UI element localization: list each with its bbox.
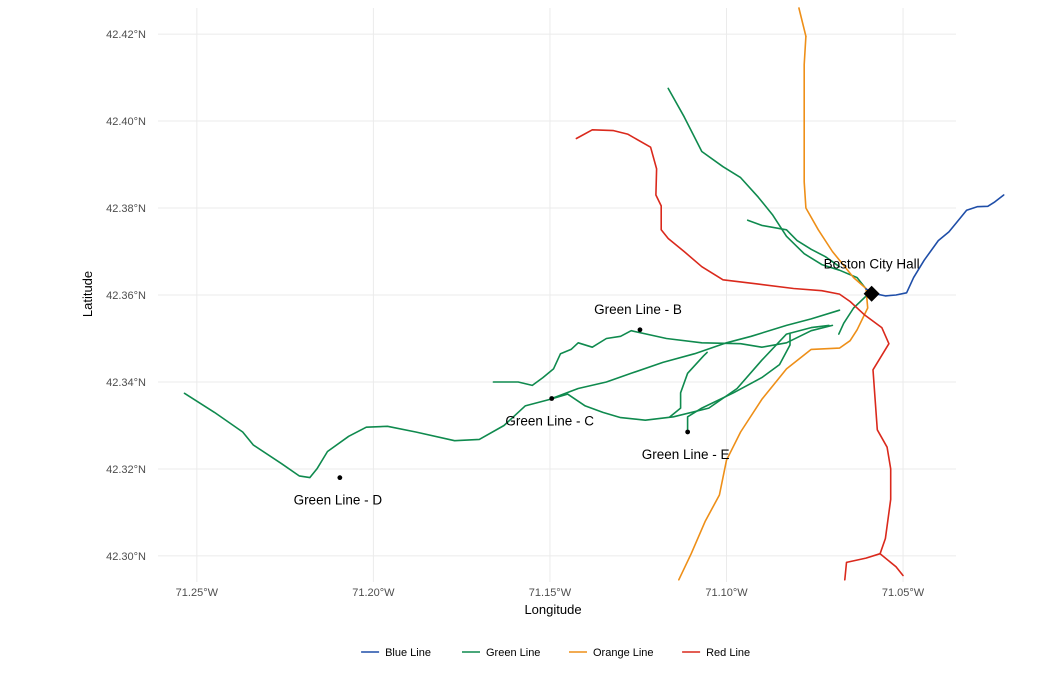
- red-line-route-2: [879, 552, 904, 577]
- green-line-e-point: [685, 429, 691, 435]
- blue-line-route-1: [865, 194, 1005, 297]
- city-hall-diamond-marker: [863, 285, 880, 302]
- green-line-c-label: Green Line - C: [505, 413, 594, 428]
- green-line-route-3: [550, 309, 841, 400]
- green-line-route-1: [183, 324, 830, 479]
- legend-item-red-line: Red Line: [682, 647, 750, 659]
- green-line-route-4: [686, 333, 791, 433]
- orange-line-route-1: [798, 7, 807, 38]
- x-tick-label: 71.05°W: [882, 587, 925, 599]
- legend-label-blue-line: Blue Line: [385, 647, 431, 659]
- x-tick-label: 71.10°W: [705, 587, 748, 599]
- x-tick-label: 71.15°W: [529, 587, 572, 599]
- y-tick-label: 42.34°N: [106, 377, 146, 389]
- green-line-route-8: [746, 219, 841, 268]
- city-hall-label: Boston City Hall: [824, 257, 920, 272]
- x-tick-label: 71.25°W: [176, 587, 219, 599]
- legend-item-blue-line: Blue Line: [361, 647, 431, 659]
- tick-label-layer: 71.25°W 71.20°W 71.15°W 71.10°W 71.05°W 42.30…: [106, 29, 925, 599]
- green-line-c-point: [549, 396, 555, 401]
- y-tick-label: 42.40°N: [106, 116, 146, 128]
- green-line-d-label: Green Line - D: [294, 493, 383, 508]
- green-line-d-point: [337, 475, 343, 481]
- y-tick-label: 42.38°N: [106, 203, 146, 215]
- y-axis-title: Latitude: [80, 271, 95, 317]
- y-tick-label: 42.32°N: [106, 464, 146, 476]
- legend-item-green-line: Green Line: [462, 647, 540, 659]
- legend-label-red-line: Red Line: [706, 647, 750, 659]
- legend-label-green-line: Green Line: [486, 647, 540, 659]
- green-line-route-2: [492, 324, 834, 387]
- route-layer: [183, 7, 1005, 581]
- grid-layer: [158, 8, 956, 582]
- red-line-route-1: [575, 129, 892, 581]
- label-layer: Green Line - B Green Line - C Green Line -…: [294, 257, 920, 508]
- y-tick-label: 42.42°N: [106, 29, 146, 41]
- y-tick-label: 42.36°N: [106, 290, 146, 302]
- x-axis-title: Longitude: [524, 602, 581, 617]
- legend-item-orange-line: Orange Line: [569, 647, 654, 659]
- legend: Blue Line Green Line Orange Line Red Line: [361, 647, 750, 659]
- green-line-route-7: [667, 87, 867, 290]
- y-tick-label: 42.30°N: [106, 551, 146, 563]
- green-line-route-6: [838, 292, 871, 335]
- x-tick-label: 71.20°W: [352, 587, 395, 599]
- green-line-b-label: Green Line - B: [594, 302, 682, 317]
- green-line-b-point: [637, 327, 643, 333]
- orange-line-route-2: [678, 35, 869, 581]
- green-line-route-5: [669, 351, 708, 418]
- green-line-e-label: Green Line - E: [642, 447, 730, 462]
- legend-label-orange-line: Orange Line: [593, 647, 654, 659]
- point-layer: [337, 285, 880, 481]
